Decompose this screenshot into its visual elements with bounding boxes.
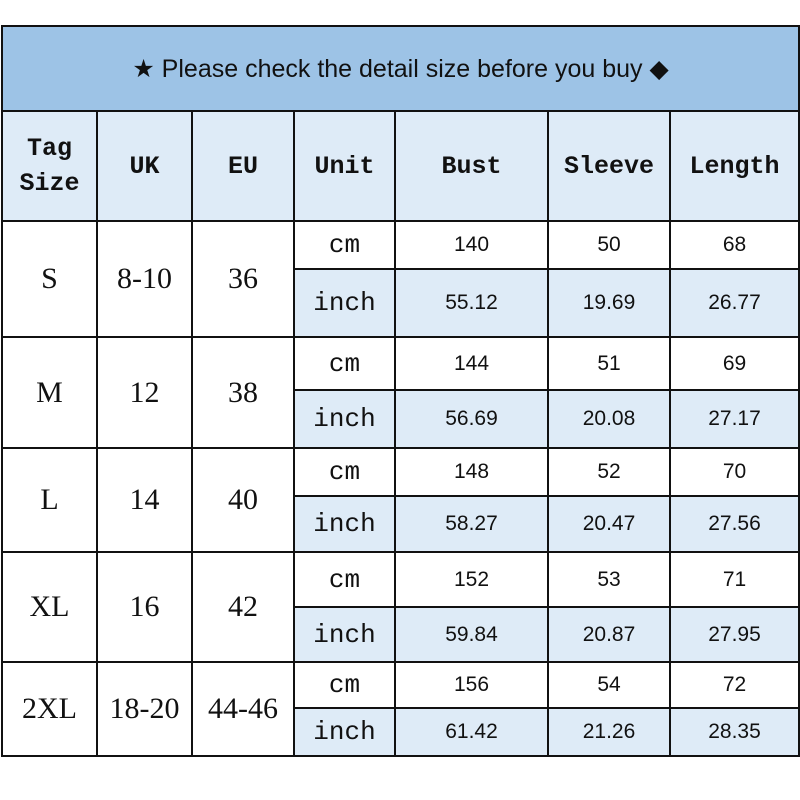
table-row-inch: inch 61.42 21.26 28.35 <box>2 707 800 757</box>
length-cell: 27.56 <box>668 495 800 553</box>
table-title: ★ Please check the detail size before yo… <box>0 25 800 112</box>
header-tag-line1: Tag <box>26 134 72 163</box>
bust-cell: 56.69 <box>394 389 549 449</box>
sleeve-cell: 53 <box>547 551 671 608</box>
unit-cell: inch <box>293 268 396 338</box>
uk-size-cell: 8-10 <box>96 220 193 338</box>
bust-cell: 61.42 <box>394 707 549 757</box>
bust-cell: 156 <box>394 661 549 709</box>
unit-cell: cm <box>293 551 396 608</box>
header-tag-size: Tag Size <box>1 110 98 222</box>
uk-size-cell: 16 <box>96 551 193 663</box>
table-row-cm: S 8-10 36 cm 140 50 68 <box>1 220 800 338</box>
length-cell: 68 <box>668 220 800 270</box>
table-row-cm: M 12 38 cm 144 51 69 <box>1 336 800 449</box>
header-uk: UK <box>96 110 193 222</box>
header-row: Tag Size UK EU Unit Bust Sleeve Length <box>1 110 800 222</box>
tag-size-cell: M <box>1 336 98 449</box>
unit-cell: cm <box>293 336 396 391</box>
unit-cell: cm <box>293 220 396 270</box>
table-row-cm: XL 16 42 cm 152 53 71 <box>1 551 800 663</box>
unit-cell: cm <box>293 661 396 709</box>
sleeve-cell: 51 <box>547 336 671 391</box>
table-row-cm: 2XL 18-20 44-46 cm 156 54 72 <box>1 661 800 757</box>
table-row-inch: inch 55.12 19.69 26.77 <box>2 268 800 338</box>
header-eu: EU <box>191 110 295 222</box>
length-cell: 28.35 <box>668 707 800 757</box>
bust-cell: 148 <box>394 447 549 497</box>
unit-cell: inch <box>293 389 396 449</box>
uk-size-cell: 14 <box>96 447 193 553</box>
uk-size-cell: 18-20 <box>96 661 193 757</box>
table-row-cm: L 14 40 cm 148 52 70 <box>1 447 800 553</box>
sleeve-cell: 20.87 <box>547 606 671 663</box>
header-bust: Bust <box>394 110 549 222</box>
bust-cell: 58.27 <box>394 495 549 553</box>
sleeve-cell: 52 <box>547 447 671 497</box>
sleeve-cell: 20.47 <box>547 495 671 553</box>
table-row-inch: inch 58.27 20.47 27.56 <box>2 495 800 553</box>
tag-size-cell: S <box>1 220 98 338</box>
unit-cell: inch <box>293 707 396 757</box>
unit-cell: inch <box>293 606 396 663</box>
tag-size-cell: 2XL <box>1 661 98 757</box>
bust-cell: 152 <box>394 551 549 608</box>
length-cell: 27.17 <box>668 389 800 449</box>
sleeve-cell: 54 <box>547 661 671 709</box>
bust-cell: 140 <box>394 220 549 270</box>
sleeve-cell: 19.69 <box>547 268 671 338</box>
eu-size-cell: 38 <box>191 336 295 449</box>
table-row-inch: inch 59.84 20.87 27.95 <box>2 606 800 663</box>
bust-cell: 59.84 <box>394 606 549 663</box>
length-cell: 71 <box>668 551 800 608</box>
unit-cell: cm <box>293 447 396 497</box>
bust-cell: 55.12 <box>394 268 549 338</box>
unit-cell: inch <box>293 495 396 553</box>
header-length: Length <box>668 110 800 222</box>
bust-cell: 144 <box>394 336 549 391</box>
sleeve-cell: 20.08 <box>547 389 671 449</box>
length-cell: 69 <box>668 336 800 391</box>
sleeve-cell: 21.26 <box>547 707 671 757</box>
length-cell: 27.95 <box>668 606 800 663</box>
eu-size-cell: 44-46 <box>191 661 295 757</box>
tag-size-cell: L <box>1 447 98 553</box>
header-sleeve: Sleeve <box>547 110 671 222</box>
length-cell: 72 <box>668 661 800 709</box>
eu-size-cell: 36 <box>191 220 295 338</box>
size-chart-table: ★ Please check the detail size before yo… <box>0 25 800 757</box>
eu-size-cell: 40 <box>191 447 295 553</box>
uk-size-cell: 12 <box>96 336 193 449</box>
length-cell: 26.77 <box>668 268 800 338</box>
length-cell: 70 <box>668 447 800 497</box>
tag-size-cell: XL <box>1 551 98 663</box>
header-unit: Unit <box>293 110 396 222</box>
sleeve-cell: 50 <box>547 220 671 270</box>
header-tag-line2: Size <box>19 169 80 198</box>
eu-size-cell: 42 <box>191 551 295 663</box>
table-row-inch: inch 56.69 20.08 27.17 <box>2 389 800 449</box>
